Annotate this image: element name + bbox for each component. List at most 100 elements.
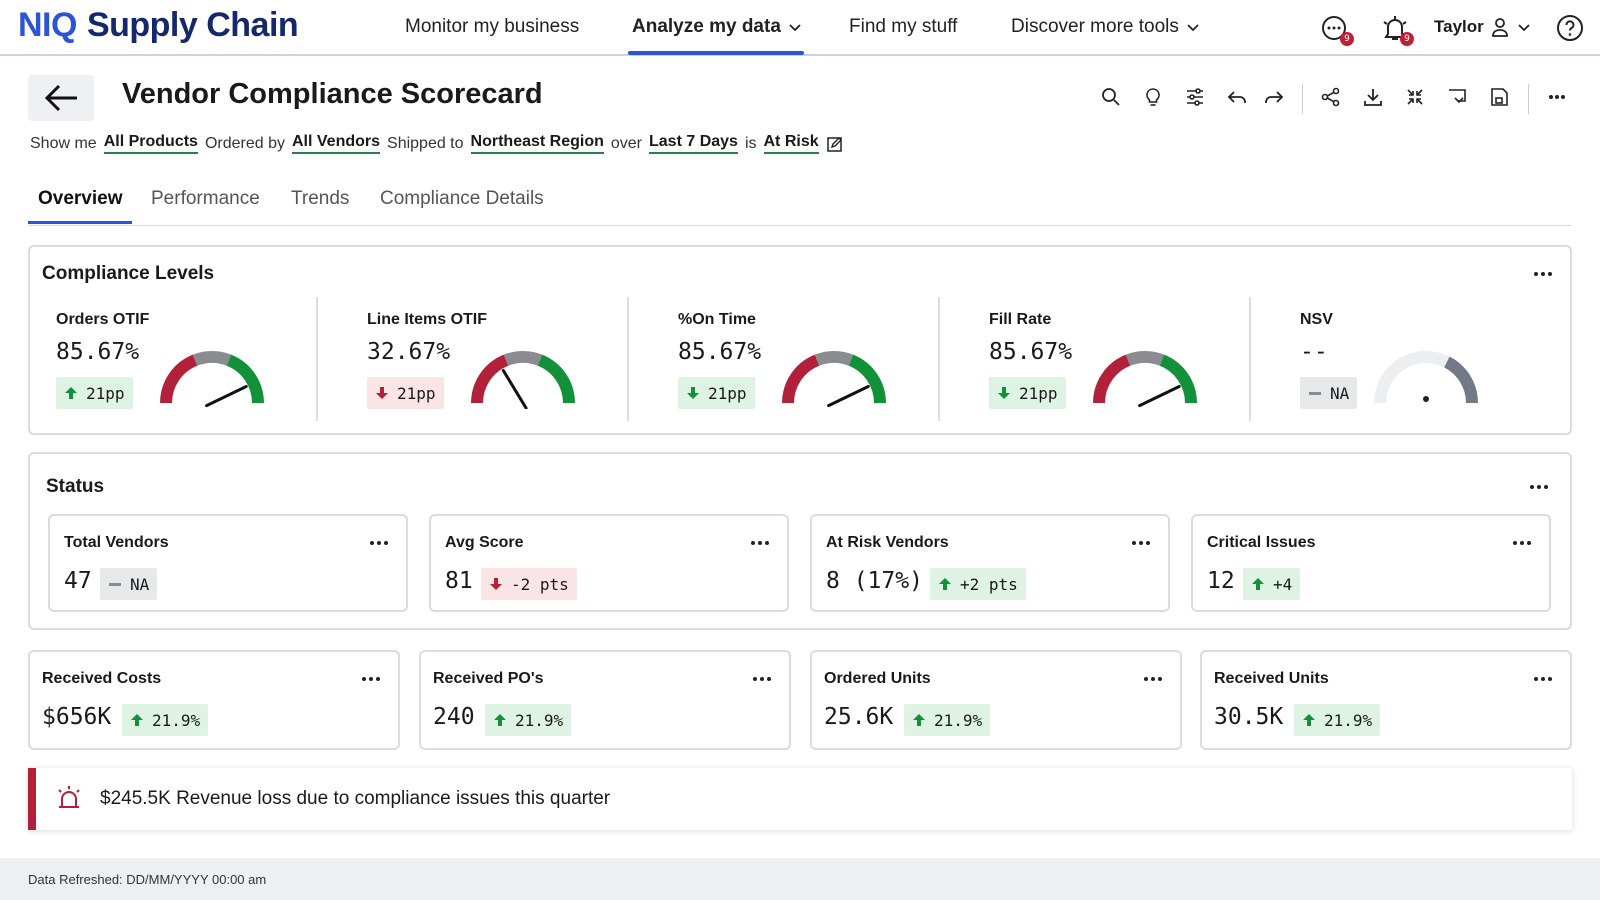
gauge-needle [205,384,248,408]
arrow-up-icon [494,714,506,726]
delta-value: 21.9% [1324,710,1373,730]
filter-period[interactable]: Last 7 Days [649,133,738,154]
status-label: Critical Issues [1207,534,1316,551]
delta-value: +4 [1273,574,1293,594]
delta-chip: 21pp [989,377,1066,409]
more-options-button[interactable] [751,674,773,684]
filter-text: is [744,134,757,152]
tab-overview[interactable]: Overview [38,188,123,209]
sliders-icon [1187,88,1203,106]
gauge-fill-rate: Fill Rate 85.67% 21pp [989,297,1289,417]
filter-region[interactable]: Northeast Region [470,133,604,154]
tab-performance[interactable]: Performance [151,188,260,209]
more-options-button[interactable] [749,538,771,548]
save-button[interactable] [1488,86,1510,108]
status-value: 47 [64,568,92,594]
tab-compliance-details[interactable]: Compliance Details [380,188,544,209]
filter-settings-button[interactable] [1184,86,1206,108]
gauge-label: Fill Rate [989,311,1052,328]
gauge-value: -- [1300,339,1328,365]
delta-value: 21pp [86,383,125,403]
gauge-needle [1138,384,1181,408]
chevron-down-icon [1518,24,1530,32]
arrow-up-icon [1252,578,1264,590]
tab-trends[interactable]: Trends [291,188,350,209]
delta-value: 21.9% [515,710,564,730]
filter-sentence: Show me All Products Ordered by All Vend… [30,133,844,154]
undo-button[interactable] [1226,86,1248,108]
filter-status[interactable]: At Risk [763,133,819,154]
gauge-value: 32.67% [367,339,451,365]
delta-value: 21pp [1019,383,1058,403]
gauge-dial [160,351,264,408]
toolbar-divider [1302,84,1303,114]
more-options-button[interactable] [1142,674,1164,684]
help-button[interactable] [1556,14,1584,42]
gauge-arc [226,354,264,404]
gauge-nsv: NSV -- NA [1300,297,1600,417]
present-button[interactable] [1446,86,1468,108]
download-button[interactable] [1362,86,1384,108]
delta-value: +2 pts [960,574,1018,594]
divider [627,297,629,421]
divider [1249,297,1251,421]
alerts-button[interactable]: 9 [1380,14,1414,46]
delta-value: -2 pts [511,574,569,594]
more-options-button[interactable] [1511,538,1533,548]
revenue-loss-alert[interactable]: $245.5K Revenue loss due to compliance i… [28,768,1572,830]
user-menu[interactable]: Taylor [1434,17,1532,37]
metric-received-units: Received Units 30.5K 21.9% [1200,650,1572,750]
arrow-down-icon [376,387,388,399]
more-options-button[interactable] [1532,269,1554,279]
help-icon [1557,15,1583,41]
delta-value: 21.9% [152,710,201,730]
status-at-risk-vendors: At Risk Vendors 8 (17%) +2 pts [810,514,1170,612]
metric-value: 240 [433,704,475,730]
metric-value: 25.6K [824,704,894,730]
metric-received-pos: Received PO's 240 21.9% [419,650,791,750]
more-horizontal-icon [1549,95,1565,99]
redo-button[interactable] [1263,86,1285,108]
dash-icon [1309,392,1321,395]
status-value: 81 [445,568,473,594]
delta-chip: 21pp [56,377,133,409]
alert-message: $245.5K Revenue loss due to compliance i… [100,788,611,809]
filter-products[interactable]: All Products [103,133,198,154]
insights-button[interactable] [1142,86,1164,108]
brand-prefix: NIQ [18,6,77,44]
gauge-arc [537,354,575,404]
share-button[interactable] [1320,86,1342,108]
delta-chip: 21.9% [485,704,572,736]
edit-icon[interactable] [826,135,844,153]
user-name: Taylor [1434,17,1484,36]
search-icon [1102,88,1120,106]
more-options-button[interactable] [360,674,382,684]
more-options-button[interactable] [368,538,390,548]
more-options-button[interactable] [1546,86,1568,108]
arrow-down-icon [687,387,699,399]
status-total-vendors: Total Vendors 47 NA [48,514,408,612]
gauge-arc [1374,351,1450,404]
delta-chip: 21.9% [1294,704,1381,736]
nav-find-my-stuff[interactable]: Find my stuff [849,16,957,38]
nav-analyze-my-data[interactable]: Analyze my data [632,16,803,38]
filter-text: Show me [30,134,97,152]
collapse-button[interactable] [1404,86,1426,108]
download-icon [1364,89,1382,106]
delta-chip: -2 pts [481,568,577,600]
more-options-button[interactable] [1532,674,1554,684]
nav-discover-more-tools[interactable]: Discover more tools [1011,16,1201,38]
nav-monitor-my-business[interactable]: Monitor my business [405,16,579,38]
delta-value: 21pp [708,383,747,403]
more-options-button[interactable] [1528,482,1550,492]
brand-logo[interactable]: NIQ Supply Chain [18,6,299,45]
messages-button[interactable]: 9 [1320,14,1354,46]
gauge-value: 85.67% [56,339,140,365]
present-icon [1449,89,1466,104]
back-button[interactable] [28,75,94,121]
search-button[interactable] [1100,86,1122,108]
filter-vendors[interactable]: All Vendors [291,133,381,154]
more-options-button[interactable] [1130,538,1152,548]
gauge-dial [1374,351,1478,404]
arrow-down-icon [998,387,1010,399]
